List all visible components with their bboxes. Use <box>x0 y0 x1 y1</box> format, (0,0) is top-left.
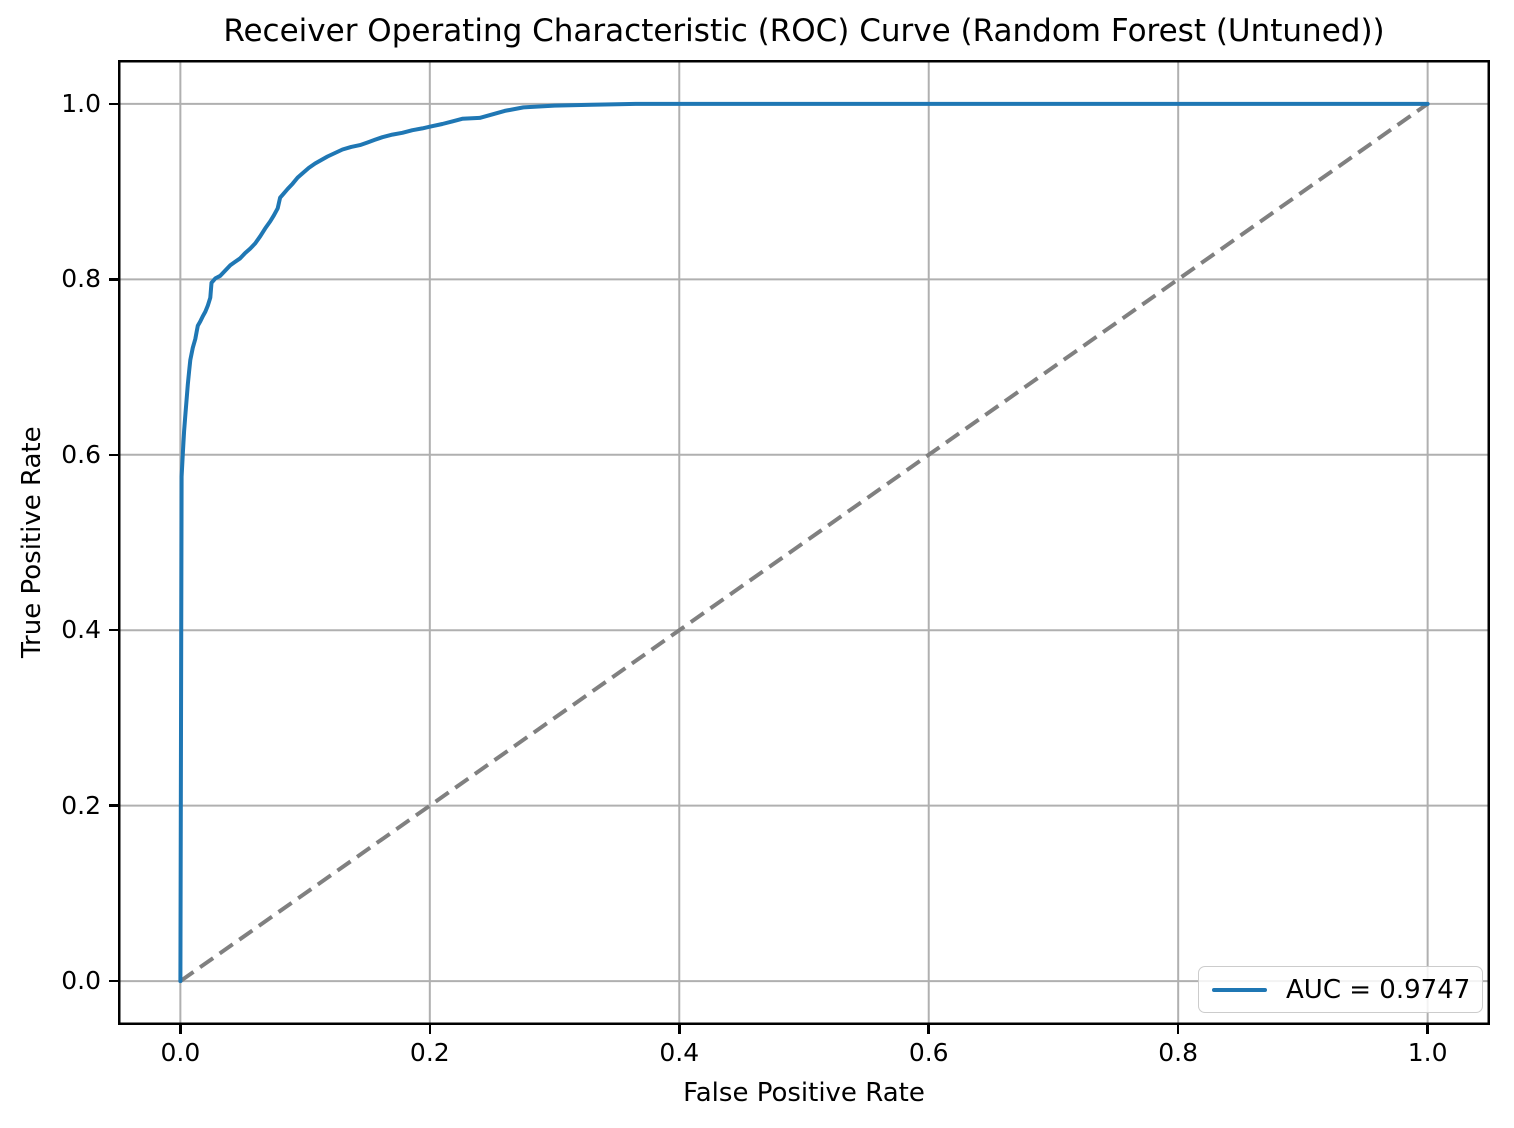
x-tick-mark <box>1426 1025 1429 1034</box>
x-tick-label: 0.8 <box>1158 1038 1199 1067</box>
y-tick-label: 0.4 <box>61 615 101 645</box>
x-tick-label: 0.0 <box>160 1038 201 1067</box>
x-tick-mark <box>428 1025 432 1034</box>
y-tick-label: 0.0 <box>61 966 101 996</box>
x-tick-mark <box>1176 1025 1180 1034</box>
chart-title: Receiver Operating Characteristic (ROC) … <box>223 13 1385 49</box>
y-tick-mark <box>109 102 118 106</box>
chance-line <box>179 102 1429 983</box>
legend-auc-label: AUC = 0.9747 <box>1286 974 1471 1005</box>
x-tick-label: 0.6 <box>908 1038 949 1067</box>
plot-area <box>118 60 1490 1025</box>
x-tick-label: 0.4 <box>659 1038 700 1067</box>
x-tick-mark <box>678 1025 681 1034</box>
axes-spines <box>118 60 1490 1025</box>
x-tick-label: 0.2 <box>409 1038 450 1067</box>
y-tick-label: 0.8 <box>61 264 101 294</box>
y-tick-label: 0.2 <box>61 790 101 820</box>
y-tick-mark <box>109 628 118 632</box>
plot-svg <box>118 60 1490 1025</box>
x-axis-label: False Positive Rate <box>683 1078 925 1108</box>
y-tick-mark <box>109 278 118 281</box>
x-tick-mark <box>927 1025 930 1034</box>
x-tick-mark <box>179 1025 182 1034</box>
legend: AUC = 0.9747 <box>1198 966 1483 1013</box>
y-tick-mark <box>109 979 118 983</box>
legend-roc-line-sample <box>1212 987 1267 992</box>
y-tick-mark <box>109 453 118 457</box>
y-tick-label: 1.0 <box>61 88 101 118</box>
y-tick-mark <box>109 804 118 807</box>
x-tick-label: 1.0 <box>1407 1038 1448 1067</box>
y-tick-label: 0.6 <box>61 439 101 469</box>
roc-curve <box>178 101 1430 984</box>
